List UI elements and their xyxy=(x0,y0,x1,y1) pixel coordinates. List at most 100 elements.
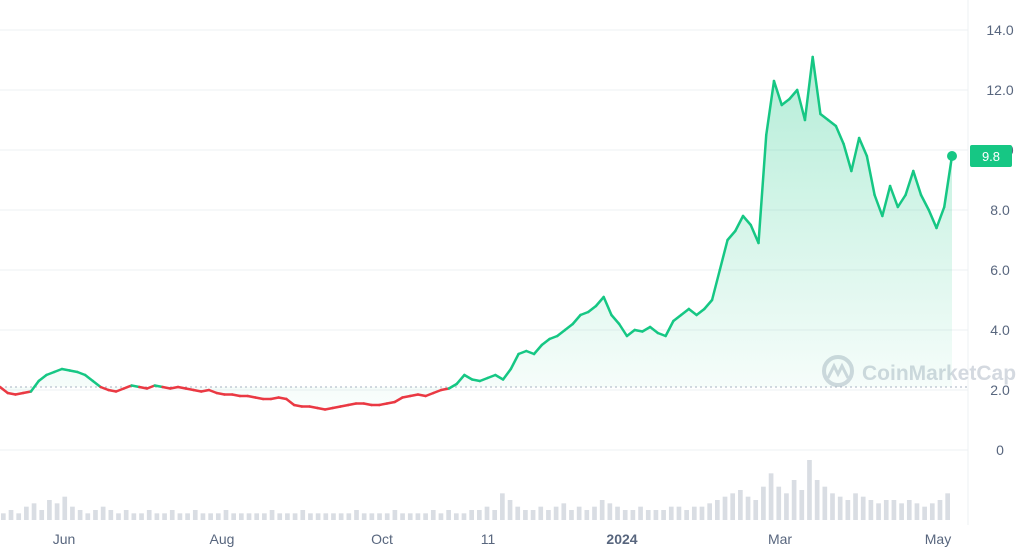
price-line-segment xyxy=(408,393,420,398)
price-line-segment xyxy=(184,387,195,392)
volume-bar xyxy=(791,480,797,520)
volume-bar xyxy=(814,480,820,520)
volume-bar xyxy=(239,513,244,520)
price-line-segment xyxy=(122,384,133,390)
volume-bar xyxy=(361,513,367,520)
volume-bar xyxy=(93,510,98,520)
price-line-segment xyxy=(323,406,335,411)
volume-bar xyxy=(883,500,889,520)
price-line-segment xyxy=(494,373,505,381)
price-line-segment xyxy=(393,396,404,404)
volume-bar xyxy=(169,510,175,520)
price-line-segment xyxy=(548,334,559,341)
price-line-segment xyxy=(509,352,520,371)
price-line-segment xyxy=(795,88,807,122)
price-line-segment xyxy=(664,319,675,338)
price-line-segment xyxy=(76,370,87,377)
price-line-segment xyxy=(176,385,188,390)
price-line-segment xyxy=(594,295,605,308)
volume-bar xyxy=(937,500,943,520)
price-line-segment xyxy=(633,328,644,333)
volume-bar xyxy=(285,513,290,520)
volume-bar xyxy=(523,510,528,520)
volume-bar xyxy=(584,510,590,520)
volume-bar xyxy=(507,500,513,520)
volume-bar xyxy=(446,510,451,520)
volume-bar xyxy=(469,510,474,520)
volume-bar xyxy=(707,503,712,520)
volume-bar xyxy=(906,500,912,520)
volume-bar xyxy=(300,510,306,520)
price-line-segment xyxy=(912,169,923,197)
x-tick-label: Oct xyxy=(371,531,393,547)
price-line-segment xyxy=(540,337,551,347)
price-line-segment xyxy=(896,193,907,209)
volume-bar xyxy=(668,506,674,520)
price-area-fill xyxy=(0,57,952,410)
price-line-segment xyxy=(610,313,621,326)
price-line-segment xyxy=(501,367,513,381)
volume-bar xyxy=(430,510,436,520)
volume-bar xyxy=(599,500,605,520)
volume-bar xyxy=(85,513,91,520)
y-tick-label: 6.0 xyxy=(990,262,1010,278)
volume-bar xyxy=(77,510,83,520)
volume-bar xyxy=(254,513,260,520)
x-tick-label: May xyxy=(925,531,951,547)
price-line-segment xyxy=(6,391,17,396)
volume-bar xyxy=(162,513,167,520)
x-tick-label: 2024 xyxy=(606,531,637,547)
volume-bar xyxy=(768,473,774,520)
volume-bar xyxy=(223,510,229,520)
price-line-segment xyxy=(672,313,683,323)
volume-bar xyxy=(47,500,52,520)
x-tick-label: Jun xyxy=(53,531,76,547)
price-line-segment xyxy=(780,97,791,107)
price-line-segment xyxy=(943,154,954,209)
volume-bar xyxy=(929,503,935,520)
volume-bar xyxy=(407,513,413,520)
price-line-segment xyxy=(385,400,396,405)
price-line-segment xyxy=(447,382,458,390)
volume-bar xyxy=(515,506,521,520)
price-line-segment xyxy=(277,396,288,401)
volume-bar xyxy=(392,510,398,520)
volume-bar xyxy=(438,513,444,520)
volume-bar xyxy=(354,510,359,520)
price-line-segment xyxy=(269,396,280,401)
volume-bar xyxy=(945,493,950,520)
price-area xyxy=(0,57,952,410)
price-line-segment xyxy=(703,298,714,311)
volume-bar xyxy=(185,513,190,520)
volume-bar xyxy=(453,513,459,520)
price-line-segment xyxy=(656,331,667,338)
volume-bar xyxy=(546,510,551,520)
y-axis-ticks: 14.012.010.08.06.04.02.00 xyxy=(986,22,1013,458)
volume-bar xyxy=(868,500,874,520)
y-tick-label: 12.0 xyxy=(986,82,1013,98)
price-line-segment xyxy=(199,388,211,393)
volume-bar xyxy=(807,460,812,520)
volume-bar xyxy=(108,510,114,520)
volume-bar xyxy=(331,513,336,520)
price-line-segment xyxy=(687,307,698,317)
volume-bar xyxy=(484,506,490,520)
volume-bar xyxy=(277,513,283,520)
price-line-segment xyxy=(114,387,126,393)
price-line-segment xyxy=(107,388,118,393)
volume-bar xyxy=(400,513,405,520)
volume-bar xyxy=(830,493,835,520)
volume-bar xyxy=(676,506,682,520)
volume-bar xyxy=(315,513,321,520)
price-line-segment xyxy=(153,384,164,389)
price-line-segment xyxy=(695,307,706,317)
price-line-segment xyxy=(819,112,830,122)
price-line-segment xyxy=(316,406,327,411)
volume-bar xyxy=(661,510,666,520)
price-line-segment xyxy=(486,373,497,380)
volume-bars xyxy=(1,460,950,520)
price-line-segment xyxy=(145,384,157,390)
price-line-segment xyxy=(401,394,412,399)
price-line-segment xyxy=(0,385,9,395)
price-line-segment xyxy=(432,388,443,395)
